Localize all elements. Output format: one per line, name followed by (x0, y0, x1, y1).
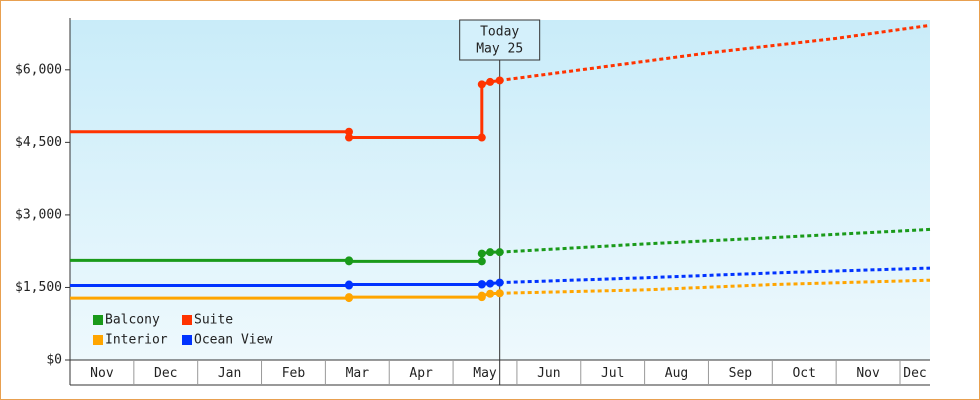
x-tick-label: Jun (537, 366, 560, 381)
point (495, 289, 504, 298)
y-tick-label: $4,500 (15, 135, 62, 150)
legend-label: Suite (194, 313, 233, 328)
x-tick-label: May (473, 366, 497, 381)
x-tick-label: Aug (665, 366, 688, 381)
point (486, 248, 495, 257)
x-tick-label: Dec (903, 366, 926, 381)
x-tick-label: Jan (218, 366, 241, 381)
legend-label: Balcony (105, 313, 160, 328)
legend-swatch (93, 315, 103, 325)
y-tick-label: $0 (46, 353, 62, 368)
today-label: May 25 (476, 42, 523, 57)
legend-swatch (182, 315, 192, 325)
point (486, 279, 495, 288)
point (486, 289, 495, 298)
x-tick-label: Oct (792, 366, 815, 381)
x-tick-label: Feb (282, 366, 306, 381)
projection-line (499, 278, 931, 295)
point (345, 127, 354, 136)
point (495, 278, 504, 287)
legend-label: Ocean View (194, 333, 272, 348)
projection-line (499, 23, 931, 82)
x-tick-label: Dec (154, 366, 177, 381)
point (477, 291, 486, 300)
point (345, 293, 354, 302)
projection-line (499, 227, 931, 254)
projection-line (499, 266, 931, 285)
point (477, 280, 486, 289)
point (477, 257, 486, 266)
point (345, 280, 354, 289)
legend-swatch (182, 335, 192, 345)
point (477, 133, 486, 142)
x-tick-label: Nov (856, 366, 880, 381)
x-tick-label: Nov (90, 366, 114, 381)
x-tick-label: Apr (409, 366, 433, 381)
y-tick-label: $1,500 (15, 280, 62, 295)
point (477, 80, 486, 89)
point (477, 249, 486, 258)
x-tick-label: Mar (346, 366, 370, 381)
y-tick-label: $3,000 (15, 207, 62, 222)
legend-swatch (93, 335, 103, 345)
point (495, 248, 504, 257)
legend-label: Interior (105, 333, 168, 348)
point (486, 77, 495, 86)
point (495, 76, 504, 85)
x-tick-label: Sep (729, 366, 753, 381)
y-tick-label: $6,000 (15, 62, 62, 77)
today-label: Today (480, 25, 519, 40)
today-box (459, 19, 541, 61)
point (345, 133, 354, 142)
x-tick-label: Jul (601, 366, 624, 381)
point (345, 257, 354, 266)
